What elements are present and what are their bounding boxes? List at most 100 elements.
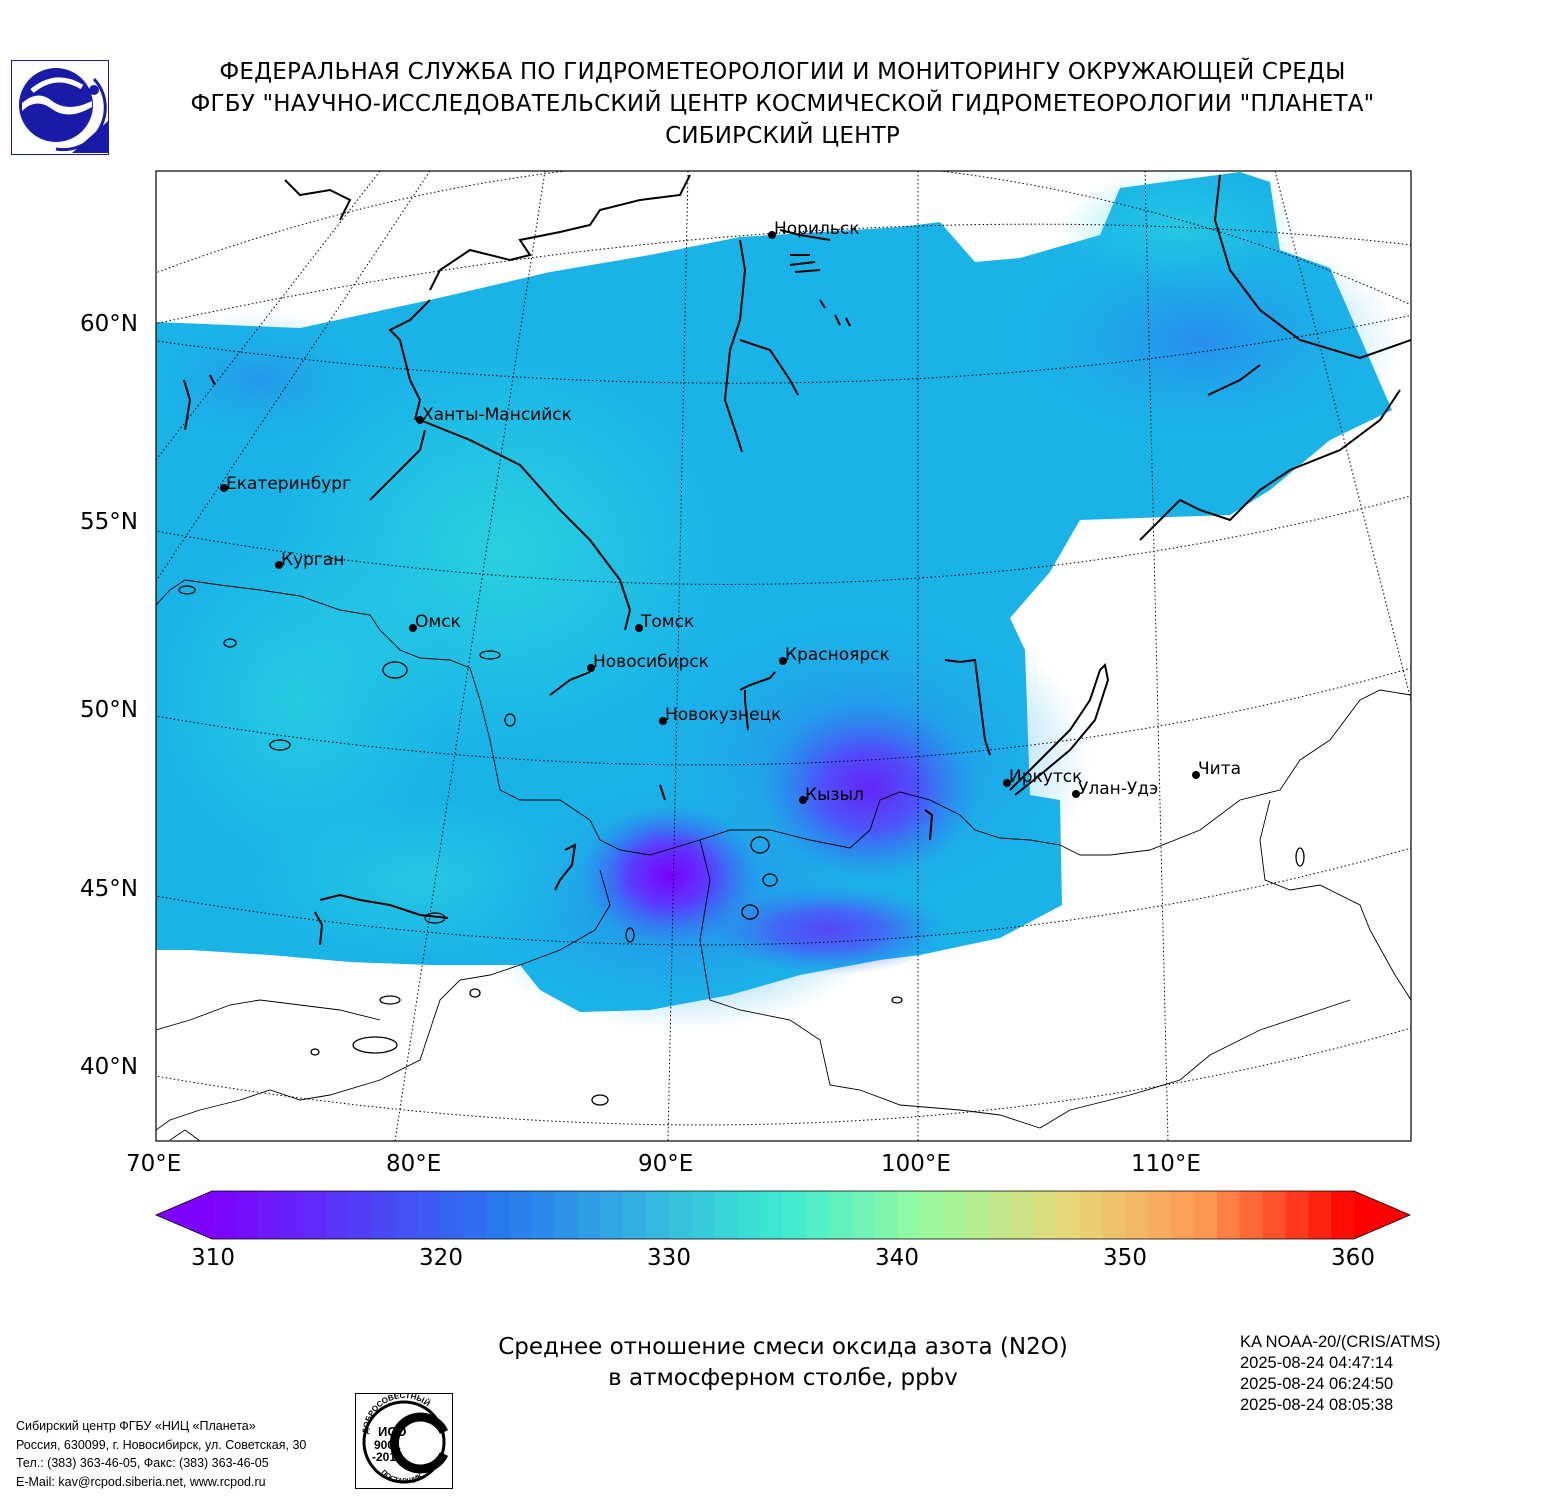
colorbar-segment <box>805 1191 830 1239</box>
city-krasnoyarsk: Красноярск <box>779 645 890 665</box>
city-label: Красноярск <box>785 645 890 665</box>
lon-label-110: 110°E <box>1131 1151 1201 1177</box>
city-kurgan: Курган <box>275 550 344 570</box>
colorbar-segment <box>326 1191 350 1239</box>
colorbar-segment <box>1216 1191 1241 1239</box>
lat-label-40: 40°N <box>80 1054 138 1080</box>
city-label: Екатеринбург <box>226 474 351 494</box>
colorbar-segment <box>394 1191 419 1239</box>
colorbar-segment <box>920 1191 944 1239</box>
city-novokuznetsk: Новокузнецк <box>659 705 781 725</box>
city-label: Кызыл <box>805 785 864 805</box>
colorbar-segment <box>623 1191 647 1239</box>
n2o-map: Норильск Ханты-Мансийск Екатеринбург Кур… <box>154 170 1412 1240</box>
colorbar-tick-330: 330 <box>647 1245 691 1271</box>
city-markers: Норильск Ханты-Мансийск Екатеринбург Кур… <box>220 219 1241 805</box>
caption-line-2: в атмосферном столбе, ppbv <box>608 1365 958 1391</box>
colorbar-segment <box>851 1191 875 1239</box>
colorbar-outline <box>154 1190 1412 1240</box>
satellite-name: KA NOAA-20/(CRIS/ATMS) <box>1240 1333 1441 1351</box>
colorbar-segment <box>280 1191 304 1239</box>
colorbar-segment <box>1034 1191 1058 1239</box>
colorbar-segment <box>234 1191 259 1239</box>
colorbar-segment <box>212 1191 236 1239</box>
lat-label-55: 55°N <box>80 509 138 535</box>
city-label: Омск <box>415 612 461 632</box>
colorbar-segment <box>942 1191 967 1239</box>
pass-time-1: 2025-08-24 04:47:14 <box>1240 1354 1394 1372</box>
colorbar <box>154 1190 1412 1240</box>
city-label: Новокузнецк <box>665 705 781 725</box>
colorbar-segment <box>1262 1191 1287 1239</box>
colorbar-segment <box>1057 1191 1081 1239</box>
lon-label-100: 100°E <box>881 1151 951 1177</box>
city-chita: Чита <box>1192 759 1241 779</box>
city-ulan-ude: Улан-Удэ <box>1072 779 1158 799</box>
colorbar-extend-high <box>1354 1191 1410 1239</box>
pass-time-3: 2025-08-24 08:05:38 <box>1240 1396 1394 1414</box>
colorbar-segment <box>760 1191 784 1239</box>
colorbar-segment <box>1079 1191 1104 1239</box>
city-label: Ханты-Мансийск <box>422 405 572 425</box>
colorbar-segment <box>645 1191 670 1239</box>
colorbar-tick-350: 350 <box>1103 1245 1147 1271</box>
colorbar-segment <box>577 1191 601 1239</box>
graticule-meridians <box>156 171 1411 1141</box>
colorbar-segment <box>1308 1191 1332 1239</box>
colorbar-segment <box>1102 1191 1127 1239</box>
agency-header: ФЕДЕРАЛЬНАЯ СЛУЖБА ПО ГИДРОМЕТЕОРОЛОГИИ … <box>120 56 1445 152</box>
org-line-1: Сибирский центр ФГБУ «НИЦ «Планета» <box>16 1419 256 1433</box>
lakes <box>178 585 1305 1106</box>
colorbar-segment <box>349 1191 373 1239</box>
organization-contacts: Сибирский центр ФГБУ «НИЦ «Планета» Росс… <box>16 1417 306 1491</box>
city-label: Норильск <box>774 219 860 239</box>
colorbar-segment <box>486 1191 510 1239</box>
lat-label-50: 50°N <box>80 697 138 723</box>
iso-badge-graphic: ДОБРОСОВЕСТНЫЙ ПОСТАВЩИК ИСО 9001 -2015 <box>361 1391 449 1485</box>
city-label: Томск <box>640 612 694 632</box>
lon-label-80: 80°E <box>386 1151 442 1177</box>
graticule-parallels <box>156 171 1411 1126</box>
colorbar-tick-320: 320 <box>419 1245 463 1271</box>
colorbar-segment <box>668 1191 693 1239</box>
colorbar-segment <box>463 1191 487 1239</box>
colorbar-segment <box>1011 1191 1035 1239</box>
city-novosibirsk: Новосибирск <box>587 652 709 672</box>
colorbar-segment <box>1194 1191 1218 1239</box>
pass-time-2: 2025-08-24 06:24:50 <box>1240 1375 1394 1393</box>
colorbar-segment <box>1125 1191 1150 1239</box>
city-yekaterinburg: Екатеринбург <box>220 474 351 494</box>
city-norilsk: Норильск <box>768 219 860 239</box>
iso-9001-badge-icon: ДОБРОСОВЕСТНЫЙ ПОСТАВЩИК ИСО 9001 -2015 <box>355 1391 453 1489</box>
colorbar-segment <box>737 1191 761 1239</box>
colorbar-tick-360: 360 <box>1331 1245 1375 1271</box>
city-label: Курган <box>281 550 344 570</box>
colorbar-segment <box>874 1191 898 1239</box>
header-line-1: ФЕДЕРАЛЬНАЯ СЛУЖБА ПО ГИДРОМЕТЕОРОЛОГИИ … <box>219 59 1346 85</box>
borders <box>156 579 1411 1141</box>
colorbar-segment <box>417 1191 441 1239</box>
colorbar-segment <box>783 1191 807 1239</box>
iso-l1: ИСО <box>378 1424 407 1439</box>
caption-line-1: Среднее отношение смеси оксида азота (N2… <box>498 1334 1068 1360</box>
colorbar-segment <box>554 1191 579 1239</box>
colorbar-segment <box>303 1191 327 1239</box>
org-line-2: Россия, 630099, г. Новосибирск, ул. Сове… <box>16 1437 307 1452</box>
colorbar-segment <box>988 1191 1012 1239</box>
city-label: Улан-Удэ <box>1078 779 1158 799</box>
colorbar-segment <box>1148 1191 1172 1239</box>
colorbar-tick-310: 310 <box>191 1245 235 1271</box>
lon-label-70: 70°E <box>126 1151 182 1177</box>
city-label: Чита <box>1198 759 1241 779</box>
colorbar-segment <box>1171 1191 1195 1239</box>
colorbar-segment <box>1239 1191 1264 1239</box>
iso-l2: 9001 <box>374 1438 401 1452</box>
colorbar-tick-340: 340 <box>875 1245 919 1271</box>
colorbar-segment <box>257 1191 282 1239</box>
org-line-3: Тел.: (383) 363-46-05, Факс: (383) 363-4… <box>16 1456 269 1470</box>
colorbar-extend-low <box>156 1191 212 1239</box>
coastlines <box>183 174 1411 946</box>
org-line-4: E-Mail: kav@rcpod.siberia.net, www.rcpod… <box>16 1474 266 1489</box>
colorbar-segment <box>897 1191 921 1239</box>
city-omsk: Омск <box>409 612 461 632</box>
